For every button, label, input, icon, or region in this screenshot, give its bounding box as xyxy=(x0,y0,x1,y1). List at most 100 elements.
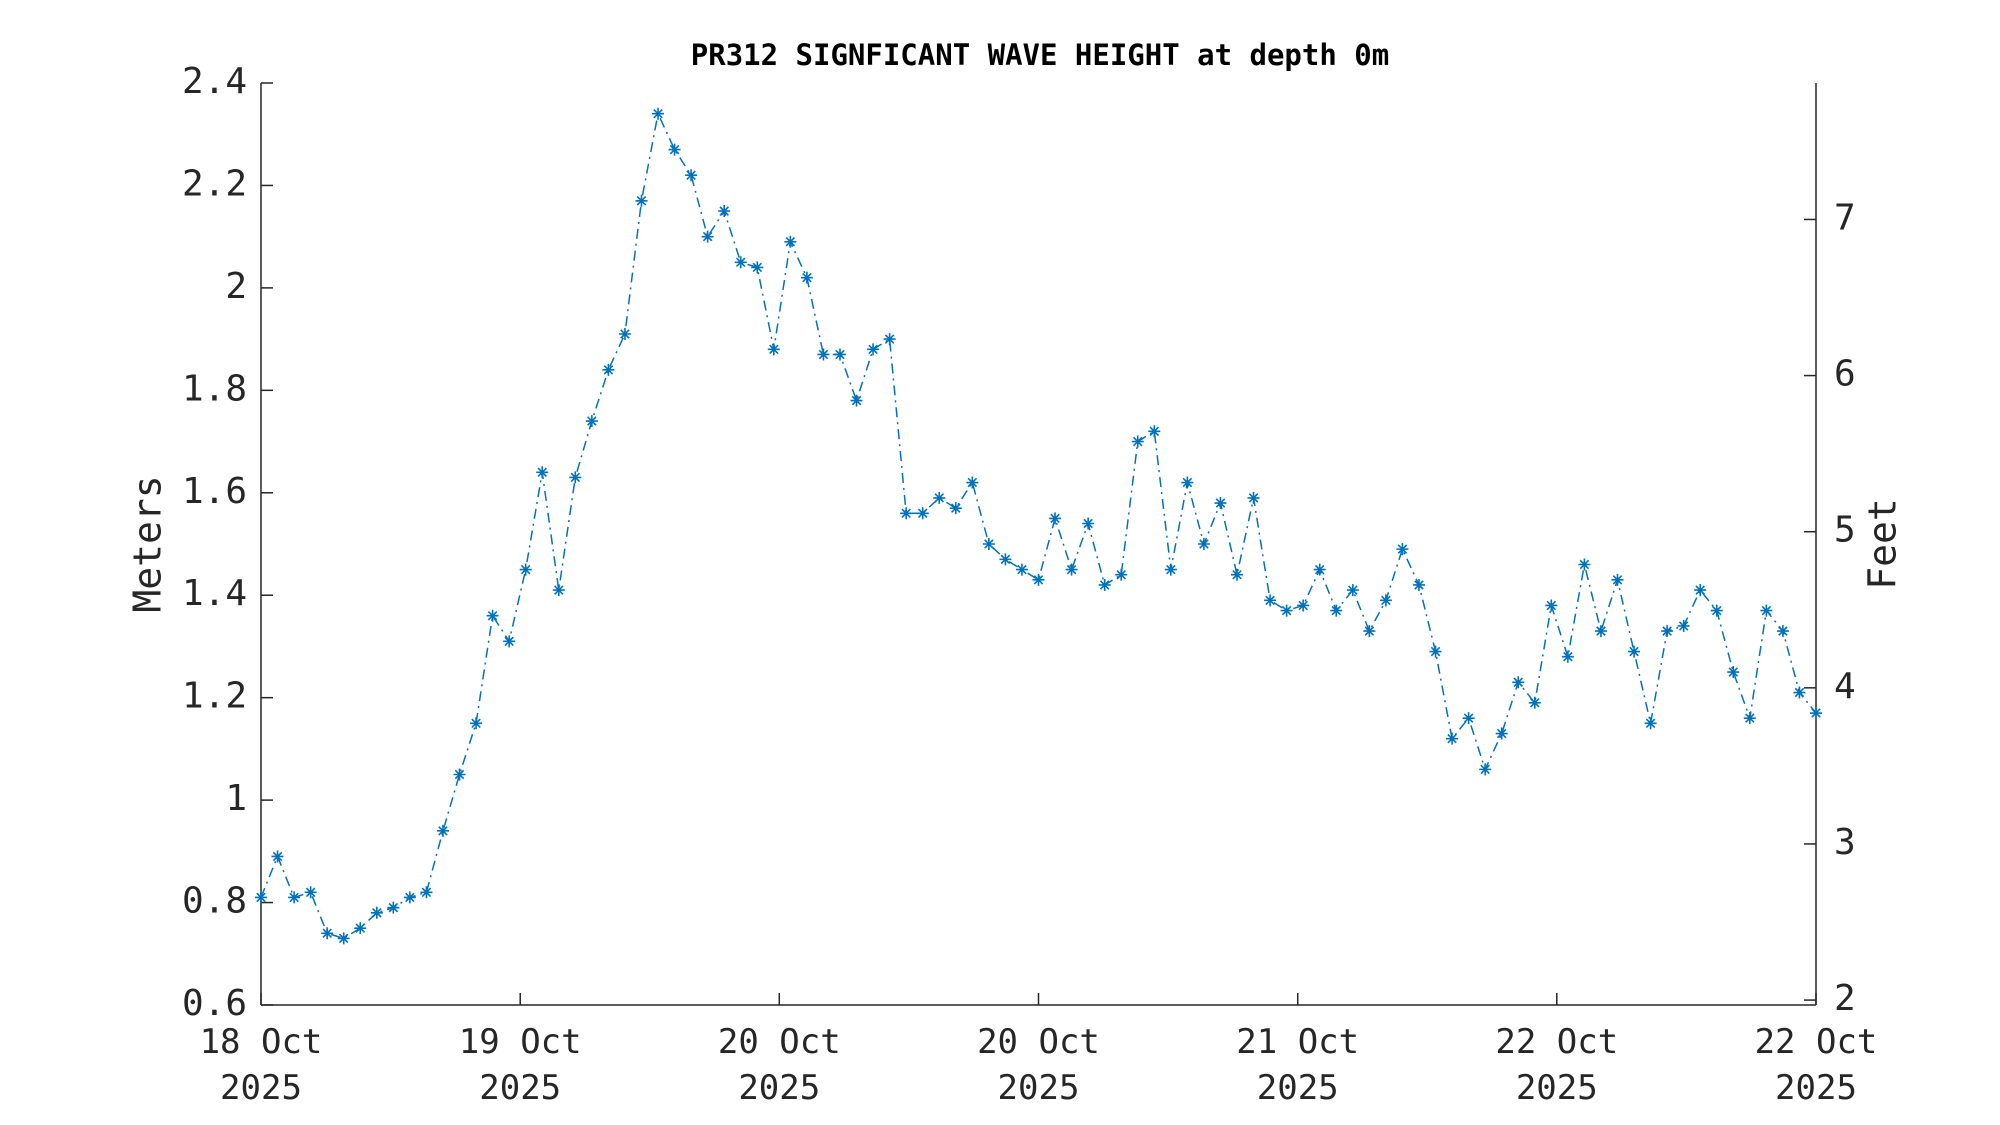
marker xyxy=(1379,594,1392,607)
marker xyxy=(453,768,466,781)
marker xyxy=(1793,686,1806,699)
marker xyxy=(1479,763,1492,776)
marker xyxy=(867,343,880,356)
marker xyxy=(652,107,665,120)
marker xyxy=(900,507,913,520)
marker xyxy=(1264,594,1277,607)
marker xyxy=(1181,476,1194,489)
marker xyxy=(1528,696,1541,709)
y-tick-label: 0.8 xyxy=(182,881,247,922)
marker xyxy=(916,507,929,520)
y-tick-label: 1.8 xyxy=(182,368,247,409)
marker xyxy=(1297,599,1310,612)
marker xyxy=(1545,599,1558,612)
marker xyxy=(1363,625,1376,638)
y2-tick-label: 6 xyxy=(1834,354,1856,395)
marker xyxy=(1561,650,1574,663)
marker xyxy=(486,609,499,622)
marker xyxy=(1313,563,1326,576)
marker xyxy=(718,205,731,218)
marker xyxy=(618,327,631,340)
marker xyxy=(1131,435,1144,448)
marker xyxy=(503,635,516,648)
y2-axis-label: Feet xyxy=(1861,498,1905,590)
marker xyxy=(337,932,350,945)
marker xyxy=(470,717,483,730)
x-tick-label: 18 Oct 2025 xyxy=(199,1022,323,1108)
marker xyxy=(1065,563,1078,576)
series-line xyxy=(260,111,1817,940)
y-tick-label: 2.4 xyxy=(182,61,247,102)
marker xyxy=(271,850,284,863)
marker xyxy=(1032,573,1045,586)
y-tick-label: 0.6 xyxy=(182,983,247,1024)
x-tick-label: 22 Oct 2025 xyxy=(1754,1022,1878,1108)
marker xyxy=(354,922,367,935)
marker xyxy=(585,415,598,428)
y2-tick-label: 7 xyxy=(1834,197,1856,238)
marker xyxy=(387,901,400,914)
marker xyxy=(1231,568,1244,581)
marker xyxy=(1578,558,1591,571)
marker xyxy=(1098,578,1111,591)
marker xyxy=(1760,604,1773,617)
marker xyxy=(817,348,830,361)
marker xyxy=(403,891,416,904)
y-tick-label: 1.4 xyxy=(182,573,247,614)
y-tick-label: 1.6 xyxy=(182,471,247,512)
marker xyxy=(1049,512,1062,525)
marker xyxy=(1015,563,1028,576)
marker xyxy=(1346,584,1359,597)
marker xyxy=(1694,584,1707,597)
marker xyxy=(701,230,714,243)
marker xyxy=(1628,645,1641,658)
marker xyxy=(999,553,1012,566)
marker xyxy=(966,476,979,489)
marker xyxy=(1776,625,1789,638)
marker xyxy=(850,394,863,407)
marker xyxy=(1280,604,1293,617)
y-tick-label: 2 xyxy=(225,266,247,307)
marker xyxy=(1644,717,1657,730)
y-tick-label: 2.2 xyxy=(182,163,247,204)
marker xyxy=(1661,625,1674,638)
marker xyxy=(800,271,813,284)
marker xyxy=(767,343,780,356)
marker xyxy=(1677,619,1690,632)
marker xyxy=(420,886,433,899)
marker xyxy=(1462,712,1475,725)
marker xyxy=(1396,543,1409,556)
marker xyxy=(255,891,267,904)
marker xyxy=(1743,712,1756,725)
marker xyxy=(1810,707,1822,720)
marker xyxy=(1727,666,1740,679)
y-axis-label: Meters xyxy=(126,475,170,612)
marker xyxy=(1082,517,1095,530)
marker xyxy=(668,143,681,156)
marker xyxy=(1446,732,1459,745)
marker xyxy=(784,235,797,248)
marker xyxy=(569,471,582,484)
marker xyxy=(304,886,317,899)
marker xyxy=(370,906,383,919)
chart-title: PR312 SIGNFICANT WAVE HEIGHT at depth 0m xyxy=(691,38,1389,72)
marker xyxy=(602,363,615,376)
marker xyxy=(635,194,648,207)
marker xyxy=(1495,727,1508,740)
marker xyxy=(321,927,334,940)
x-tick-label: 20 Oct 2025 xyxy=(717,1022,841,1108)
marker xyxy=(1164,563,1177,576)
marker xyxy=(734,256,747,269)
marker xyxy=(1214,497,1227,510)
marker xyxy=(1247,491,1260,504)
marker xyxy=(751,261,764,274)
y2-tick-label: 4 xyxy=(1834,666,1856,707)
y-tick-label: 1 xyxy=(225,778,247,819)
marker xyxy=(1115,568,1128,581)
marker xyxy=(519,563,532,576)
marker xyxy=(883,333,896,346)
marker xyxy=(436,824,449,837)
x-tick-label: 22 Oct 2025 xyxy=(1495,1022,1619,1108)
